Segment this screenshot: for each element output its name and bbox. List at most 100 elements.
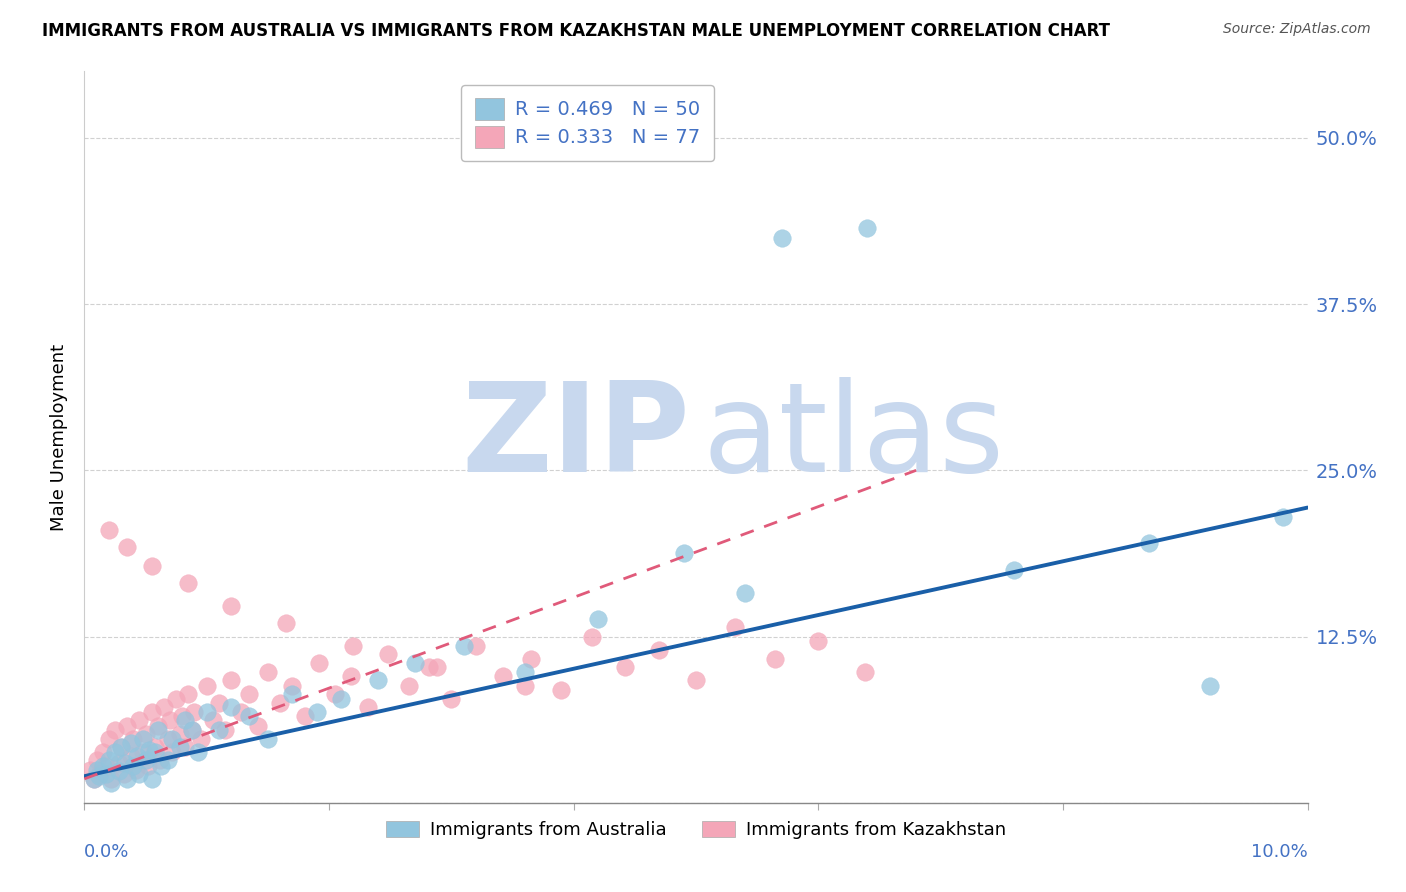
- Text: IMMIGRANTS FROM AUSTRALIA VS IMMIGRANTS FROM KAZAKHSTAN MALE UNEMPLOYMENT CORREL: IMMIGRANTS FROM AUSTRALIA VS IMMIGRANTS …: [42, 22, 1111, 40]
- Point: [187, 745, 209, 759]
- Point: [79, 763, 101, 777]
- Point: [238, 687, 260, 701]
- Point: [141, 559, 163, 574]
- Point: [672, 546, 695, 560]
- Text: ZIP: ZIP: [461, 376, 690, 498]
- Point: [96, 758, 118, 772]
- Point: [100, 776, 122, 790]
- Point: [281, 679, 304, 693]
- Point: [853, 665, 876, 680]
- Point: [1137, 536, 1160, 550]
- Point: [377, 647, 399, 661]
- Point: [114, 756, 136, 770]
- Point: [177, 687, 200, 701]
- Point: [162, 745, 184, 759]
- Point: [173, 714, 195, 728]
- Point: [418, 660, 440, 674]
- Point: [156, 731, 179, 746]
- Point: [342, 639, 364, 653]
- Point: [404, 656, 426, 670]
- Point: [91, 758, 114, 772]
- Point: [614, 660, 637, 674]
- Point: [107, 756, 129, 770]
- Point: [132, 731, 155, 746]
- Point: [149, 753, 172, 767]
- Point: [128, 714, 150, 728]
- Text: 0.0%: 0.0%: [84, 843, 129, 861]
- Point: [269, 696, 291, 710]
- Point: [513, 679, 536, 693]
- Point: [323, 687, 346, 701]
- Point: [357, 700, 380, 714]
- Point: [115, 719, 138, 733]
- Text: Source: ZipAtlas.com: Source: ZipAtlas.com: [1223, 22, 1371, 37]
- Point: [1002, 563, 1025, 577]
- Point: [724, 620, 747, 634]
- Point: [367, 673, 389, 688]
- Point: [143, 739, 166, 754]
- Point: [159, 714, 181, 728]
- Point: [112, 766, 135, 780]
- Point: [190, 731, 212, 746]
- Text: atlas: atlas: [702, 376, 1004, 498]
- Point: [229, 706, 252, 720]
- Point: [440, 692, 463, 706]
- Point: [734, 585, 756, 599]
- Point: [141, 706, 163, 720]
- Point: [257, 731, 280, 746]
- Point: [135, 726, 157, 740]
- Point: [550, 682, 572, 697]
- Point: [1272, 509, 1295, 524]
- Point: [150, 758, 173, 772]
- Point: [132, 745, 155, 759]
- Point: [648, 643, 671, 657]
- Point: [492, 669, 515, 683]
- Point: [104, 745, 127, 759]
- Point: [807, 633, 830, 648]
- Point: [165, 692, 187, 706]
- Point: [125, 763, 148, 777]
- Legend: Immigrants from Australia, Immigrants from Kazakhstan: Immigrants from Australia, Immigrants fr…: [380, 814, 1012, 847]
- Point: [86, 763, 108, 777]
- Point: [83, 772, 105, 786]
- Point: [453, 639, 475, 653]
- Point: [581, 630, 603, 644]
- Point: [238, 709, 260, 723]
- Point: [122, 758, 145, 772]
- Point: [83, 772, 105, 786]
- Point: [107, 764, 129, 778]
- Point: [685, 673, 707, 688]
- Point: [87, 769, 110, 783]
- Point: [305, 706, 328, 720]
- Point: [208, 723, 231, 737]
- Point: [138, 742, 160, 756]
- Point: [172, 709, 194, 723]
- Point: [513, 665, 536, 680]
- Point: [169, 739, 191, 754]
- Point: [308, 656, 330, 670]
- Point: [136, 758, 159, 772]
- Point: [153, 700, 176, 714]
- Point: [770, 230, 793, 244]
- Point: [177, 576, 200, 591]
- Point: [294, 709, 316, 723]
- Point: [195, 706, 218, 720]
- Point: [340, 669, 363, 683]
- Point: [281, 687, 304, 701]
- Point: [276, 616, 298, 631]
- Point: [141, 772, 163, 786]
- Point: [173, 739, 195, 754]
- Point: [330, 692, 353, 706]
- Point: [97, 753, 120, 767]
- Point: [195, 679, 218, 693]
- Point: [586, 612, 609, 626]
- Y-axis label: Male Unemployment: Male Unemployment: [51, 343, 69, 531]
- Point: [201, 714, 224, 728]
- Point: [122, 731, 145, 746]
- Point: [115, 772, 138, 786]
- Point: [169, 726, 191, 740]
- Point: [110, 739, 132, 754]
- Point: [128, 766, 150, 780]
- Point: [96, 766, 118, 780]
- Point: [135, 753, 157, 767]
